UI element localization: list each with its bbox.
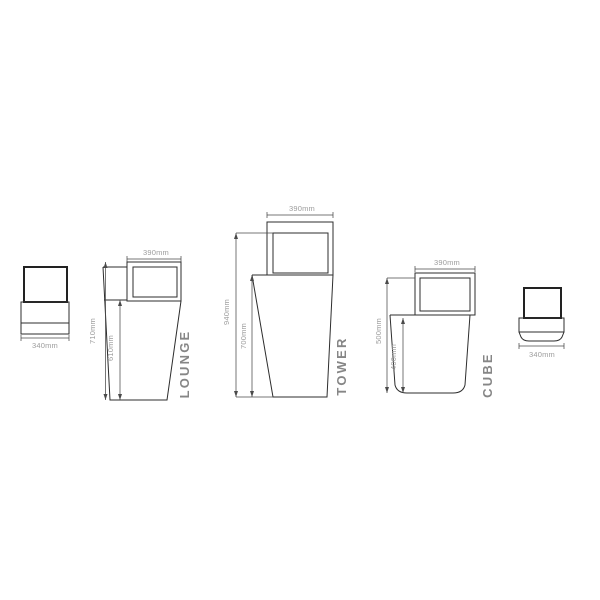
dim-arrow-up bbox=[401, 318, 405, 324]
cube-name-label: CUBE bbox=[480, 352, 495, 398]
small-pot-left-drawing: 340mm bbox=[20, 266, 70, 350]
lounge-body-outline bbox=[102, 266, 182, 401]
dim-arrow-down bbox=[234, 391, 238, 397]
dim-arrow-up bbox=[103, 262, 108, 268]
cube-drawing: 390mm 500mm 400mm CUBE bbox=[374, 258, 495, 398]
tower-body-outline bbox=[251, 274, 334, 398]
dim-arrow-down bbox=[385, 387, 389, 393]
dim-arrow-down bbox=[118, 394, 122, 400]
small-pot-right-width-label: 340mm bbox=[529, 350, 555, 359]
cube-rim-outer bbox=[414, 272, 476, 316]
small-pot-left-rim bbox=[23, 266, 68, 303]
dim-arrow-down bbox=[401, 387, 405, 393]
small-pot-right-base bbox=[518, 331, 565, 342]
dim-arrow-down bbox=[103, 394, 108, 400]
small-pot-left-band-lower bbox=[20, 322, 70, 335]
dim-arrow-up bbox=[118, 300, 122, 306]
small-pot-right-drawing: 340mm bbox=[518, 287, 565, 359]
lounge-drawing: 390mm 710mm 610mm LOUNGE bbox=[88, 248, 192, 401]
tower-body-height-label: 700mm bbox=[239, 323, 248, 349]
cube-body-outline bbox=[389, 314, 471, 394]
lounge-total-height-label: 710mm bbox=[88, 318, 97, 344]
lounge-rim-outer bbox=[126, 261, 182, 302]
dim-arrow-down bbox=[250, 391, 254, 397]
tower-total-height-label: 940mm bbox=[222, 299, 231, 325]
small-pot-right-band bbox=[518, 317, 565, 333]
tower-name-label: TOWER bbox=[334, 336, 349, 395]
cube-rim-inner bbox=[419, 277, 471, 312]
cube-body-height-label: 400mm bbox=[389, 344, 398, 370]
dim-arrow-up bbox=[385, 278, 389, 284]
lounge-width-label: 390mm bbox=[143, 248, 169, 257]
lounge-body-height-label: 610mm bbox=[106, 335, 115, 361]
cube-width-label: 390mm bbox=[434, 258, 460, 267]
tower-drawing: 390mm 940mm 700mm TOWER bbox=[222, 204, 349, 398]
tower-rim-inner bbox=[272, 232, 329, 274]
tower-width-label: 390mm bbox=[289, 204, 315, 213]
lounge-rim-inner bbox=[132, 266, 178, 298]
small-pot-left-width-label: 340mm bbox=[32, 341, 58, 350]
small-pot-right-rim bbox=[523, 287, 562, 319]
dim-arrow-up bbox=[250, 275, 254, 281]
lounge-name-label: LOUNGE bbox=[177, 330, 192, 399]
cube-total-height-label: 500mm bbox=[374, 318, 383, 344]
small-pot-left-band-upper bbox=[20, 301, 70, 324]
tower-rim-outer bbox=[266, 221, 334, 276]
dim-arrow-up bbox=[234, 233, 238, 239]
